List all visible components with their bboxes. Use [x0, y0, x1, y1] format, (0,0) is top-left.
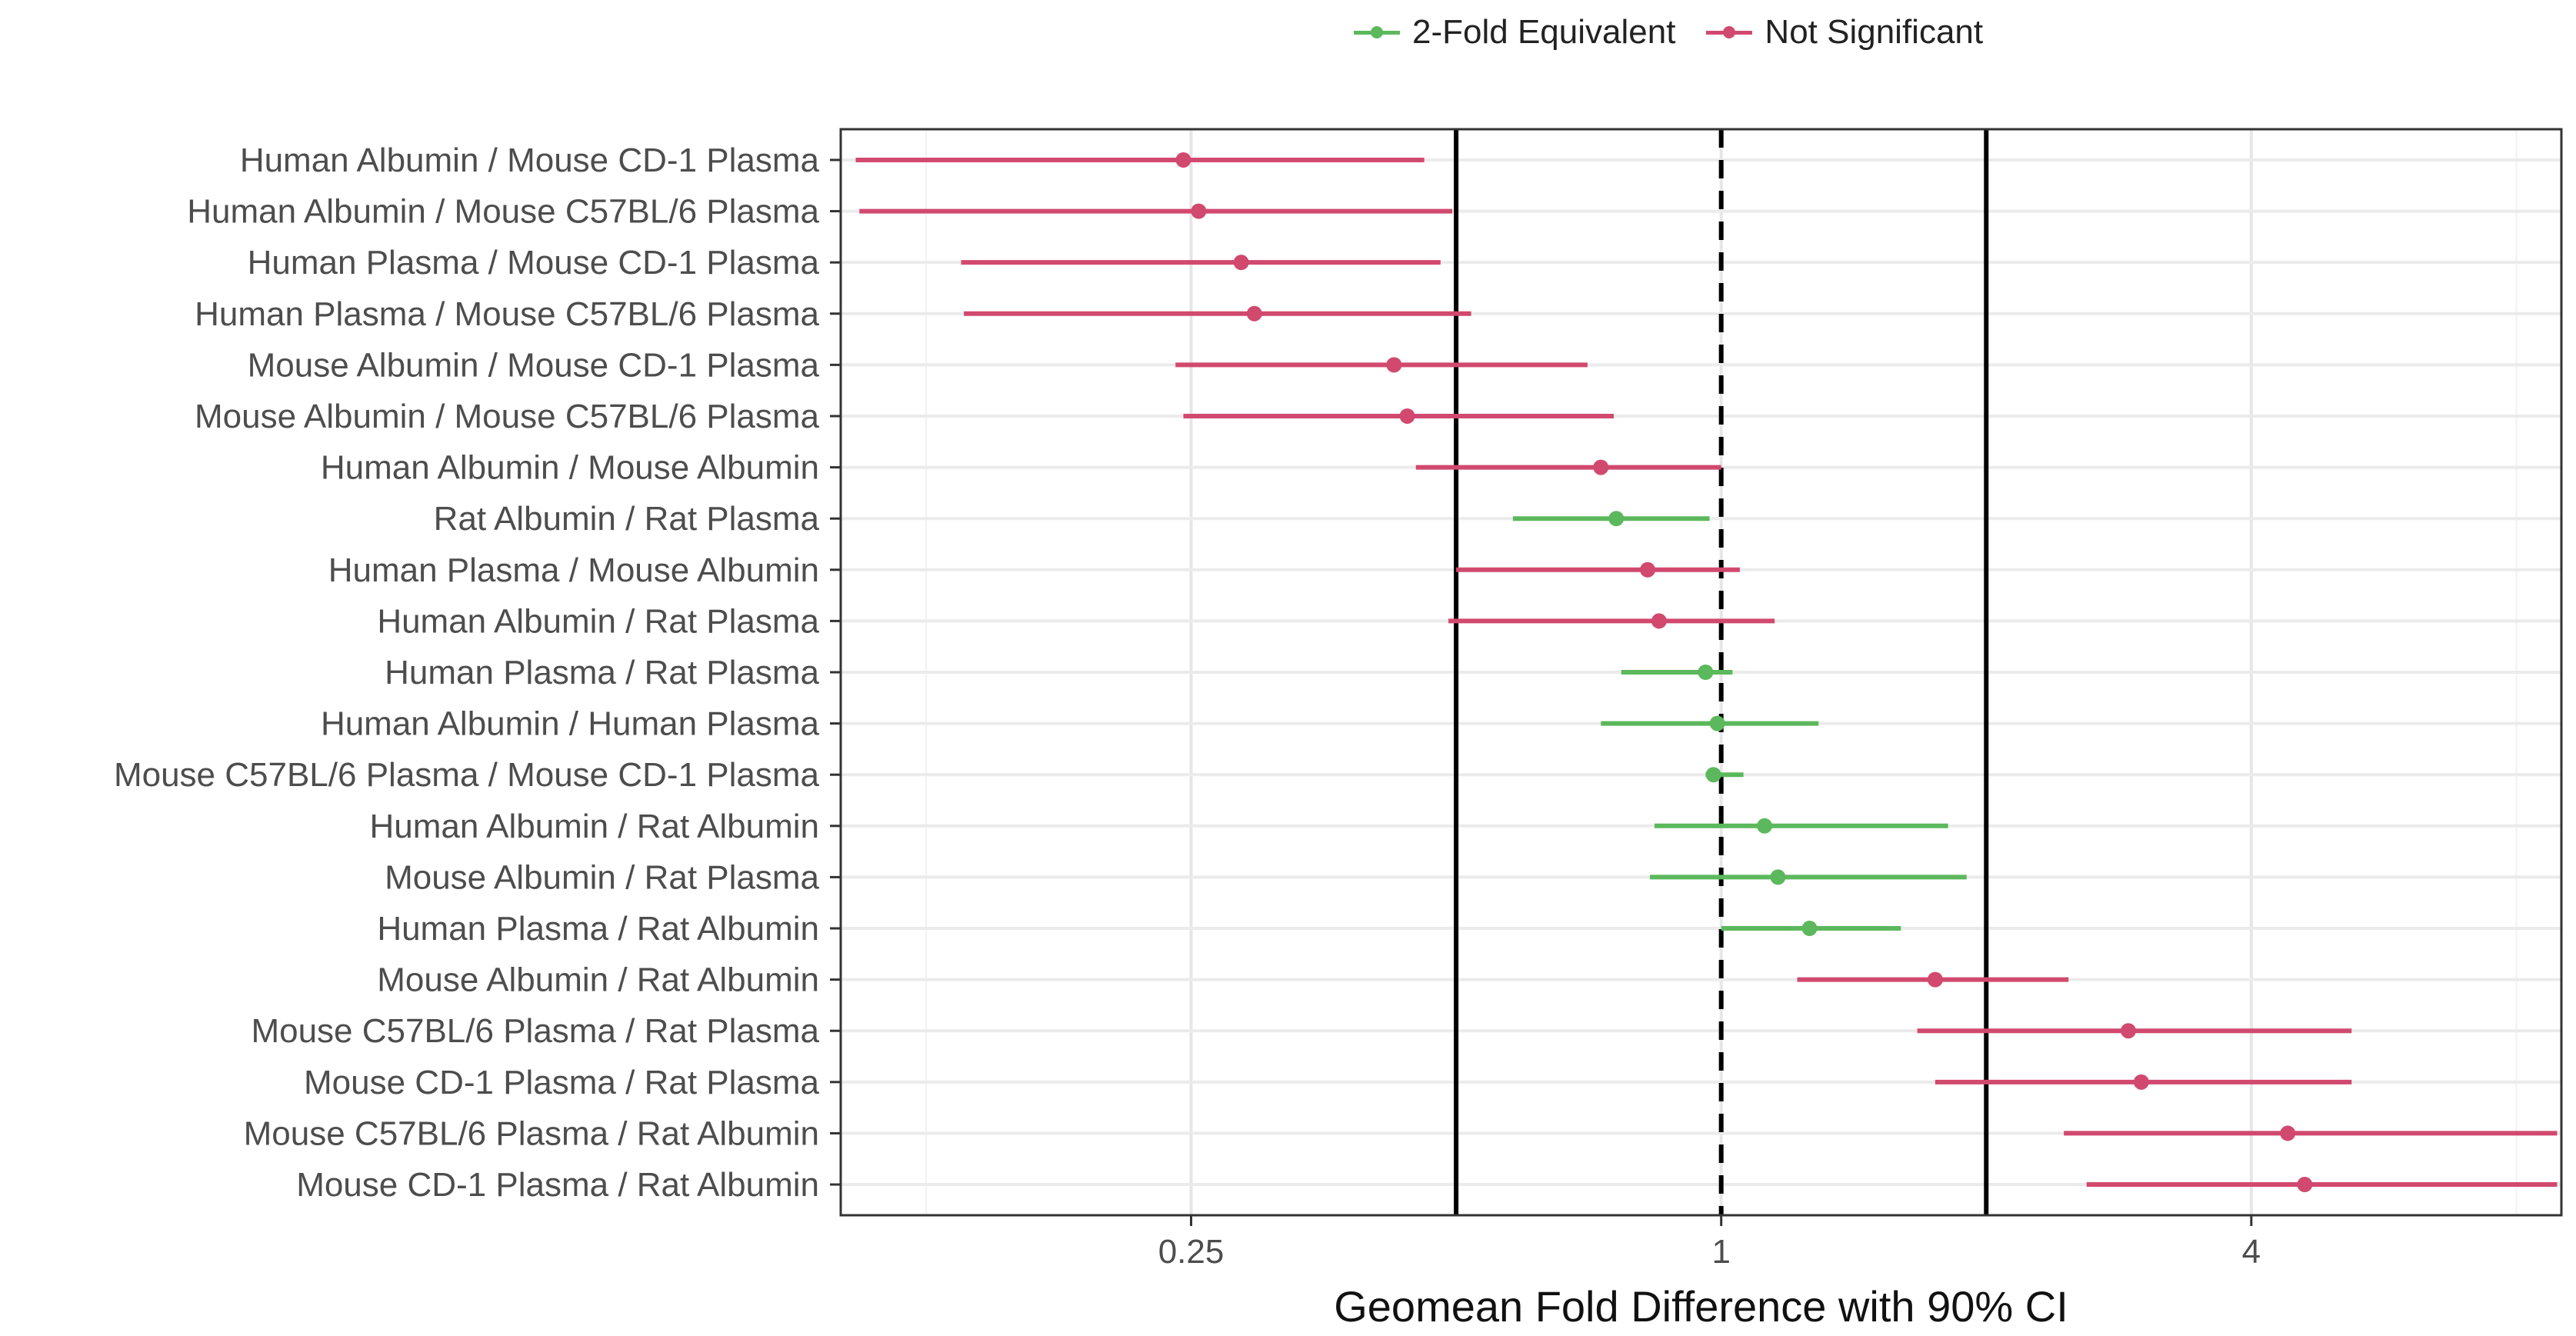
- y-tick-label-0: Human Albumin / Mouse CD-1 Plasma: [240, 142, 820, 179]
- axes: Human Albumin / Mouse CD-1 Plasma Human A…: [114, 142, 2261, 1271]
- point-19: [2280, 1125, 2296, 1141]
- y-tick-label-7: Rat Albumin / Rat Plasma: [434, 500, 820, 538]
- point-12: [1705, 767, 1721, 783]
- point-1: [1191, 203, 1207, 219]
- legend-label-equivalent: 2-Fold Equivalent: [1412, 13, 1676, 51]
- legend-item-equivalent: 2-Fold Equivalent: [1354, 13, 1675, 52]
- point-14: [1770, 869, 1786, 885]
- legend-item-not-significant: Not Significant: [1706, 13, 1983, 52]
- y-tick-label-5: Mouse Albumin / Mouse C57BL/6 Plasma: [195, 398, 819, 435]
- y-tick-label-2: Human Plasma / Mouse CD-1 Plasma: [248, 244, 820, 282]
- y-tick-label-11: Human Albumin / Human Plasma: [321, 705, 820, 743]
- legend-label-not-significant: Not Significant: [1765, 13, 1984, 51]
- y-tick-label-10: Human Plasma / Rat Plasma: [385, 654, 819, 691]
- x-tick-label-2: 4: [2242, 1233, 2261, 1271]
- x-tick-label-0: 0.25: [1158, 1233, 1225, 1271]
- point-20: [2297, 1177, 2313, 1193]
- point-13: [1757, 818, 1773, 834]
- point-5: [1399, 408, 1415, 424]
- y-tick-label-12: Mouse C57BL/6 Plasma / Mouse CD-1 Plasma: [114, 756, 820, 794]
- point-7: [1608, 511, 1625, 527]
- reference-lines: [1454, 129, 1989, 1215]
- x-tick-label-1: 1: [1711, 1233, 1730, 1271]
- point-3: [1246, 305, 1262, 322]
- point-9: [1651, 613, 1667, 629]
- y-tick-label-15: Human Plasma / Rat Albumin: [377, 910, 819, 948]
- y-tick-label-3: Human Plasma / Mouse C57BL/6 Plasma: [195, 295, 819, 333]
- point-0: [1175, 152, 1191, 168]
- point-10: [1698, 665, 1714, 680]
- point-6: [1593, 459, 1609, 475]
- y-tick-label-19: Mouse C57BL/6 Plasma / Rat Albumin: [244, 1114, 819, 1152]
- point-18: [2133, 1074, 2149, 1090]
- y-tick-label-6: Human Albumin / Mouse Albumin: [321, 449, 819, 487]
- point-16: [1927, 971, 1943, 988]
- y-tick-label-1: Human Albumin / Mouse C57BL/6 Plasma: [187, 193, 819, 231]
- y-tick-label-8: Human Plasma / Mouse Albumin: [328, 551, 819, 589]
- y-tick-label-20: Mouse CD-1 Plasma / Rat Albumin: [296, 1166, 819, 1204]
- y-tick-label-14: Mouse Albumin / Rat Plasma: [385, 858, 819, 896]
- legend-key-not-significant-icon: [1706, 21, 1753, 44]
- data-marks: [855, 152, 2558, 1193]
- y-tick-label-4: Mouse Albumin / Mouse CD-1 Plasma: [248, 346, 820, 384]
- y-tick-label-17: Mouse C57BL/6 Plasma / Rat Plasma: [251, 1012, 819, 1050]
- point-4: [1386, 357, 1402, 373]
- point-17: [2120, 1023, 2136, 1039]
- y-tick-label-18: Mouse CD-1 Plasma / Rat Plasma: [304, 1064, 820, 1101]
- y-tick-label-13: Human Albumin / Rat Albumin: [369, 808, 819, 845]
- legend: 2-Fold Equivalent Not Significant: [1354, 9, 1983, 55]
- x-axis-title: Geomean Fold Difference with 90% CI: [1334, 1282, 2068, 1331]
- point-2: [1233, 255, 1249, 271]
- y-tick-label-16: Mouse Albumin / Rat Albumin: [377, 961, 819, 999]
- point-8: [1640, 561, 1656, 578]
- point-15: [1801, 921, 1818, 937]
- point-11: [1709, 715, 1725, 731]
- y-tick-label-9: Human Albumin / Rat Plasma: [377, 602, 819, 640]
- legend-key-equivalent-icon: [1354, 21, 1400, 44]
